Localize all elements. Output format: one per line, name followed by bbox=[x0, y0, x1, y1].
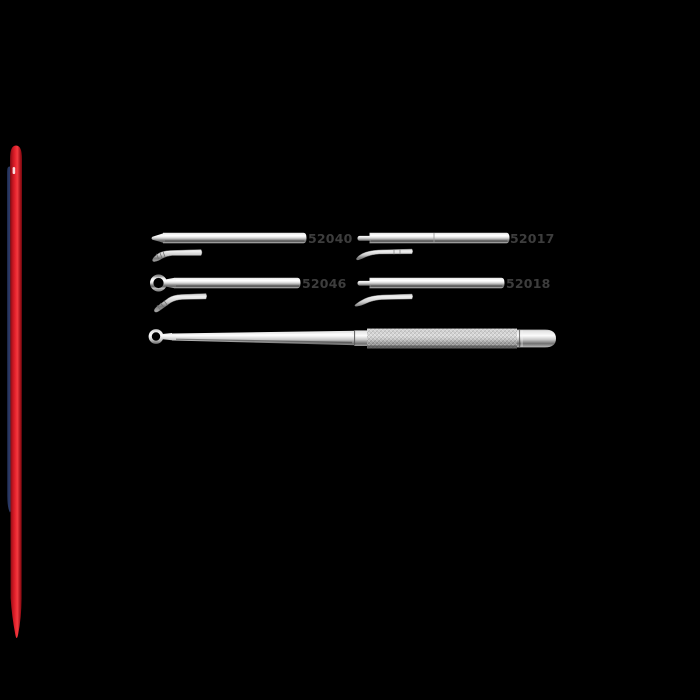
shaft-shadow bbox=[176, 285, 299, 287]
catalog-number-top-left: 52040 bbox=[308, 231, 353, 246]
tip-detail bbox=[356, 248, 413, 261]
tip-detail bbox=[354, 293, 413, 307]
shaft-highlight bbox=[165, 234, 302, 237]
shaft-highlight bbox=[176, 279, 298, 282]
shaft-highlight bbox=[371, 279, 501, 282]
shaft-shadow bbox=[371, 285, 502, 287]
shaft-tip bbox=[357, 235, 372, 241]
handle-end-cap bbox=[517, 329, 556, 348]
tip-neck bbox=[162, 333, 172, 341]
ring-curette-tip bbox=[148, 329, 164, 344]
catalog-number-top-right: 52017 bbox=[510, 231, 555, 246]
shaft-tip bbox=[151, 233, 163, 243]
tip-variant-bottom-left bbox=[149, 274, 301, 313]
catalog-number-bottom-right: 52018 bbox=[506, 276, 551, 291]
red-rod-glint bbox=[12, 167, 16, 174]
tip-ridges bbox=[156, 300, 168, 311]
handle-collar bbox=[354, 330, 367, 346]
tip-ridges bbox=[156, 251, 166, 260]
main-instrument bbox=[148, 328, 556, 349]
shaft-shadow bbox=[371, 240, 507, 242]
handle-top-sheen bbox=[367, 328, 517, 331]
red-rod-instrument bbox=[10, 145, 22, 638]
shaft-highlight bbox=[176, 333, 352, 337]
handle-bottom-shade bbox=[367, 345, 517, 349]
catalog-number-bottom-left: 52046 bbox=[302, 276, 347, 291]
tip-variant-top-right bbox=[356, 232, 510, 261]
shaft-highlight bbox=[371, 234, 506, 237]
shaft-tip bbox=[357, 280, 372, 286]
shaft-shadow bbox=[176, 338, 352, 344]
tip-detail bbox=[154, 293, 207, 313]
tip-seams bbox=[393, 249, 401, 255]
shaft-shadow bbox=[165, 240, 304, 242]
knurl-texture bbox=[367, 328, 517, 349]
tip-variant-bottom-right bbox=[354, 277, 505, 307]
tip-variant-top-left bbox=[151, 232, 307, 262]
ring-neck bbox=[164, 277, 174, 289]
